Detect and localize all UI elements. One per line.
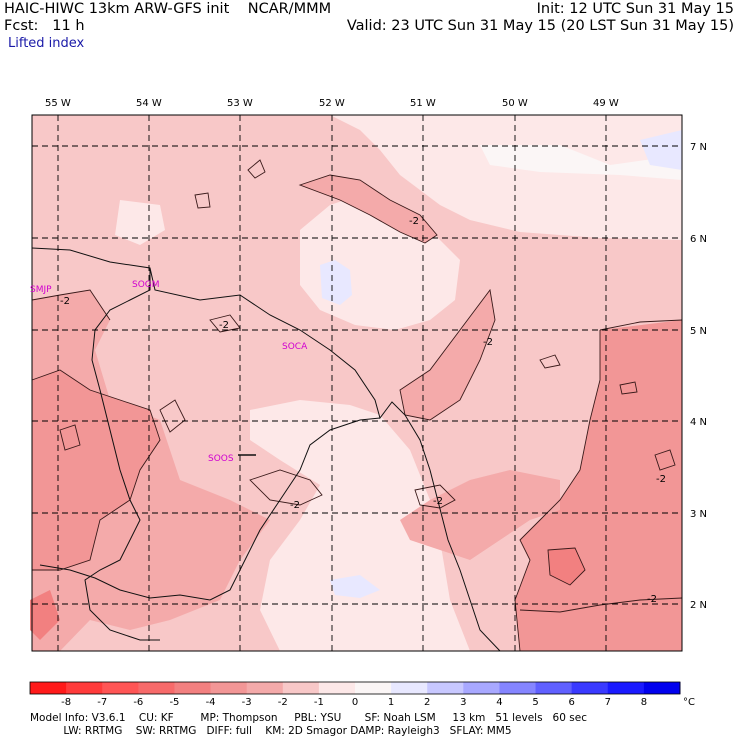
forecast-hour: Fcst: 11 h <box>4 18 85 34</box>
colorbar-swatch <box>30 682 67 694</box>
field-name: Lifted index <box>8 36 85 51</box>
valid-time: Valid: 23 UTC Sun 31 May 15 (20 LST Sun … <box>346 18 734 34</box>
field-zone-negative <box>300 175 437 243</box>
colorbar-tick-label: 4 <box>496 697 502 708</box>
lat-label: 4 N <box>690 417 707 428</box>
lon-label: 51 W <box>410 98 436 109</box>
colorbar-tick-label: -7 <box>97 697 107 708</box>
lat-label: 2 N <box>690 600 707 611</box>
colorbar-swatch <box>499 682 537 694</box>
init-time: Init: 12 UTC Sun 31 May 15 <box>536 1 734 17</box>
field-zone-positive <box>330 575 380 598</box>
lat-label: 6 N <box>690 234 707 245</box>
field-zone-negative <box>400 290 495 420</box>
lat-label: 3 N <box>690 509 707 520</box>
station-label: SOGM <box>132 280 160 290</box>
lat-lon-grid <box>32 115 682 651</box>
lon-label: 53 W <box>227 98 253 109</box>
colorbar-swatch <box>318 682 356 694</box>
contour-label: -2 <box>483 337 493 348</box>
field-zone-negative <box>32 370 160 570</box>
colorbar-tick-label: 3 <box>460 697 466 708</box>
contour-label: -2 <box>656 474 666 485</box>
colorbar-swatch <box>282 682 320 694</box>
colorbar-swatch <box>210 682 248 694</box>
model-title: HAIC-HIWC 13km ARW-GFS init NCAR/MMM <box>4 1 332 17</box>
colorbar-tick-label: -2 <box>278 697 288 708</box>
colorbar-swatch <box>138 682 175 694</box>
colorbar-tick-label: 5 <box>532 697 538 708</box>
colorbar-swatch <box>391 682 428 694</box>
map-frame <box>31 114 683 652</box>
colorbar-frame <box>29 681 681 695</box>
colorbar-swatch <box>102 682 139 694</box>
colorbar-swatch <box>66 682 103 694</box>
contour-label: -2 <box>60 296 70 307</box>
colorbar-tick-label: -6 <box>133 697 143 708</box>
lon-label: 50 W <box>502 98 528 109</box>
colorbar-swatch <box>355 682 392 694</box>
colorbar-tick-label: -5 <box>169 697 179 708</box>
contour-label: -2 <box>290 500 300 511</box>
field-zone-near-zero <box>480 145 682 180</box>
station-label: SMJP <box>30 285 52 295</box>
colorbar-swatch <box>463 682 500 694</box>
colorbar-unit: °C <box>683 697 695 708</box>
colorbar-tick-label: -8 <box>61 697 71 708</box>
contour-label: -2 <box>219 320 229 331</box>
colorbar-swatch <box>607 682 645 694</box>
model-info-line1: Model Info: V3.6.1 CU: KF MP: Thompson P… <box>30 712 587 724</box>
coastline-borders <box>31 247 501 652</box>
field-zone-negative <box>32 290 270 651</box>
lat-label: 5 N <box>690 326 707 337</box>
colorbar-tick-label: -1 <box>314 697 324 708</box>
colorbar-tick-label: -4 <box>206 697 216 708</box>
field-zone-near-zero <box>115 200 165 245</box>
colorbar: -8 -7 -6 -5 -4 -3 -2 -1 0 1 2 3 4 5 6 7 8 °C <box>29 681 695 708</box>
field-zone-positive <box>320 260 352 305</box>
colorbar-tick-label: 2 <box>424 697 430 708</box>
contour-lines <box>31 159 683 652</box>
contour-label: -2 <box>409 216 419 227</box>
colorbar-tick-label: -3 <box>242 697 252 708</box>
contour-label: -2 <box>647 594 657 605</box>
colorbar-swatch <box>246 682 284 694</box>
station-label: SOOS <box>208 454 234 464</box>
colorbar-swatch <box>174 682 212 694</box>
field-zone-negative <box>400 470 560 560</box>
contour-label: -2 <box>433 496 443 507</box>
lon-label: 54 W <box>136 98 162 109</box>
field-zone-near-zero <box>250 400 470 651</box>
colorbar-swatch <box>571 682 609 694</box>
lon-label: 52 W <box>319 98 345 109</box>
colorbar-swatch <box>643 682 681 694</box>
colorbar-tick-label: 0 <box>352 697 358 708</box>
lat-label: 7 N <box>690 142 707 153</box>
colorbar-tick-label: 8 <box>641 697 647 708</box>
colorbar-tick-label: 1 <box>388 697 394 708</box>
colorbar-tick-label: 7 <box>605 697 611 708</box>
lon-label: 49 W <box>593 98 619 109</box>
field-zone-strong-negative <box>30 590 60 640</box>
field-zone-positive <box>640 130 682 170</box>
lon-label: 55 W <box>45 98 71 109</box>
model-info-line2: LW: RRTMG SW: RRTMG DIFF: full KM: 2D Sm… <box>30 725 512 737</box>
field-zone-strong-negative <box>548 548 585 585</box>
colorbar-tick-label: 6 <box>568 697 574 708</box>
station-label: SOCA <box>282 342 308 352</box>
colorbar-swatch <box>427 682 464 694</box>
colorbar-swatch <box>535 682 573 694</box>
